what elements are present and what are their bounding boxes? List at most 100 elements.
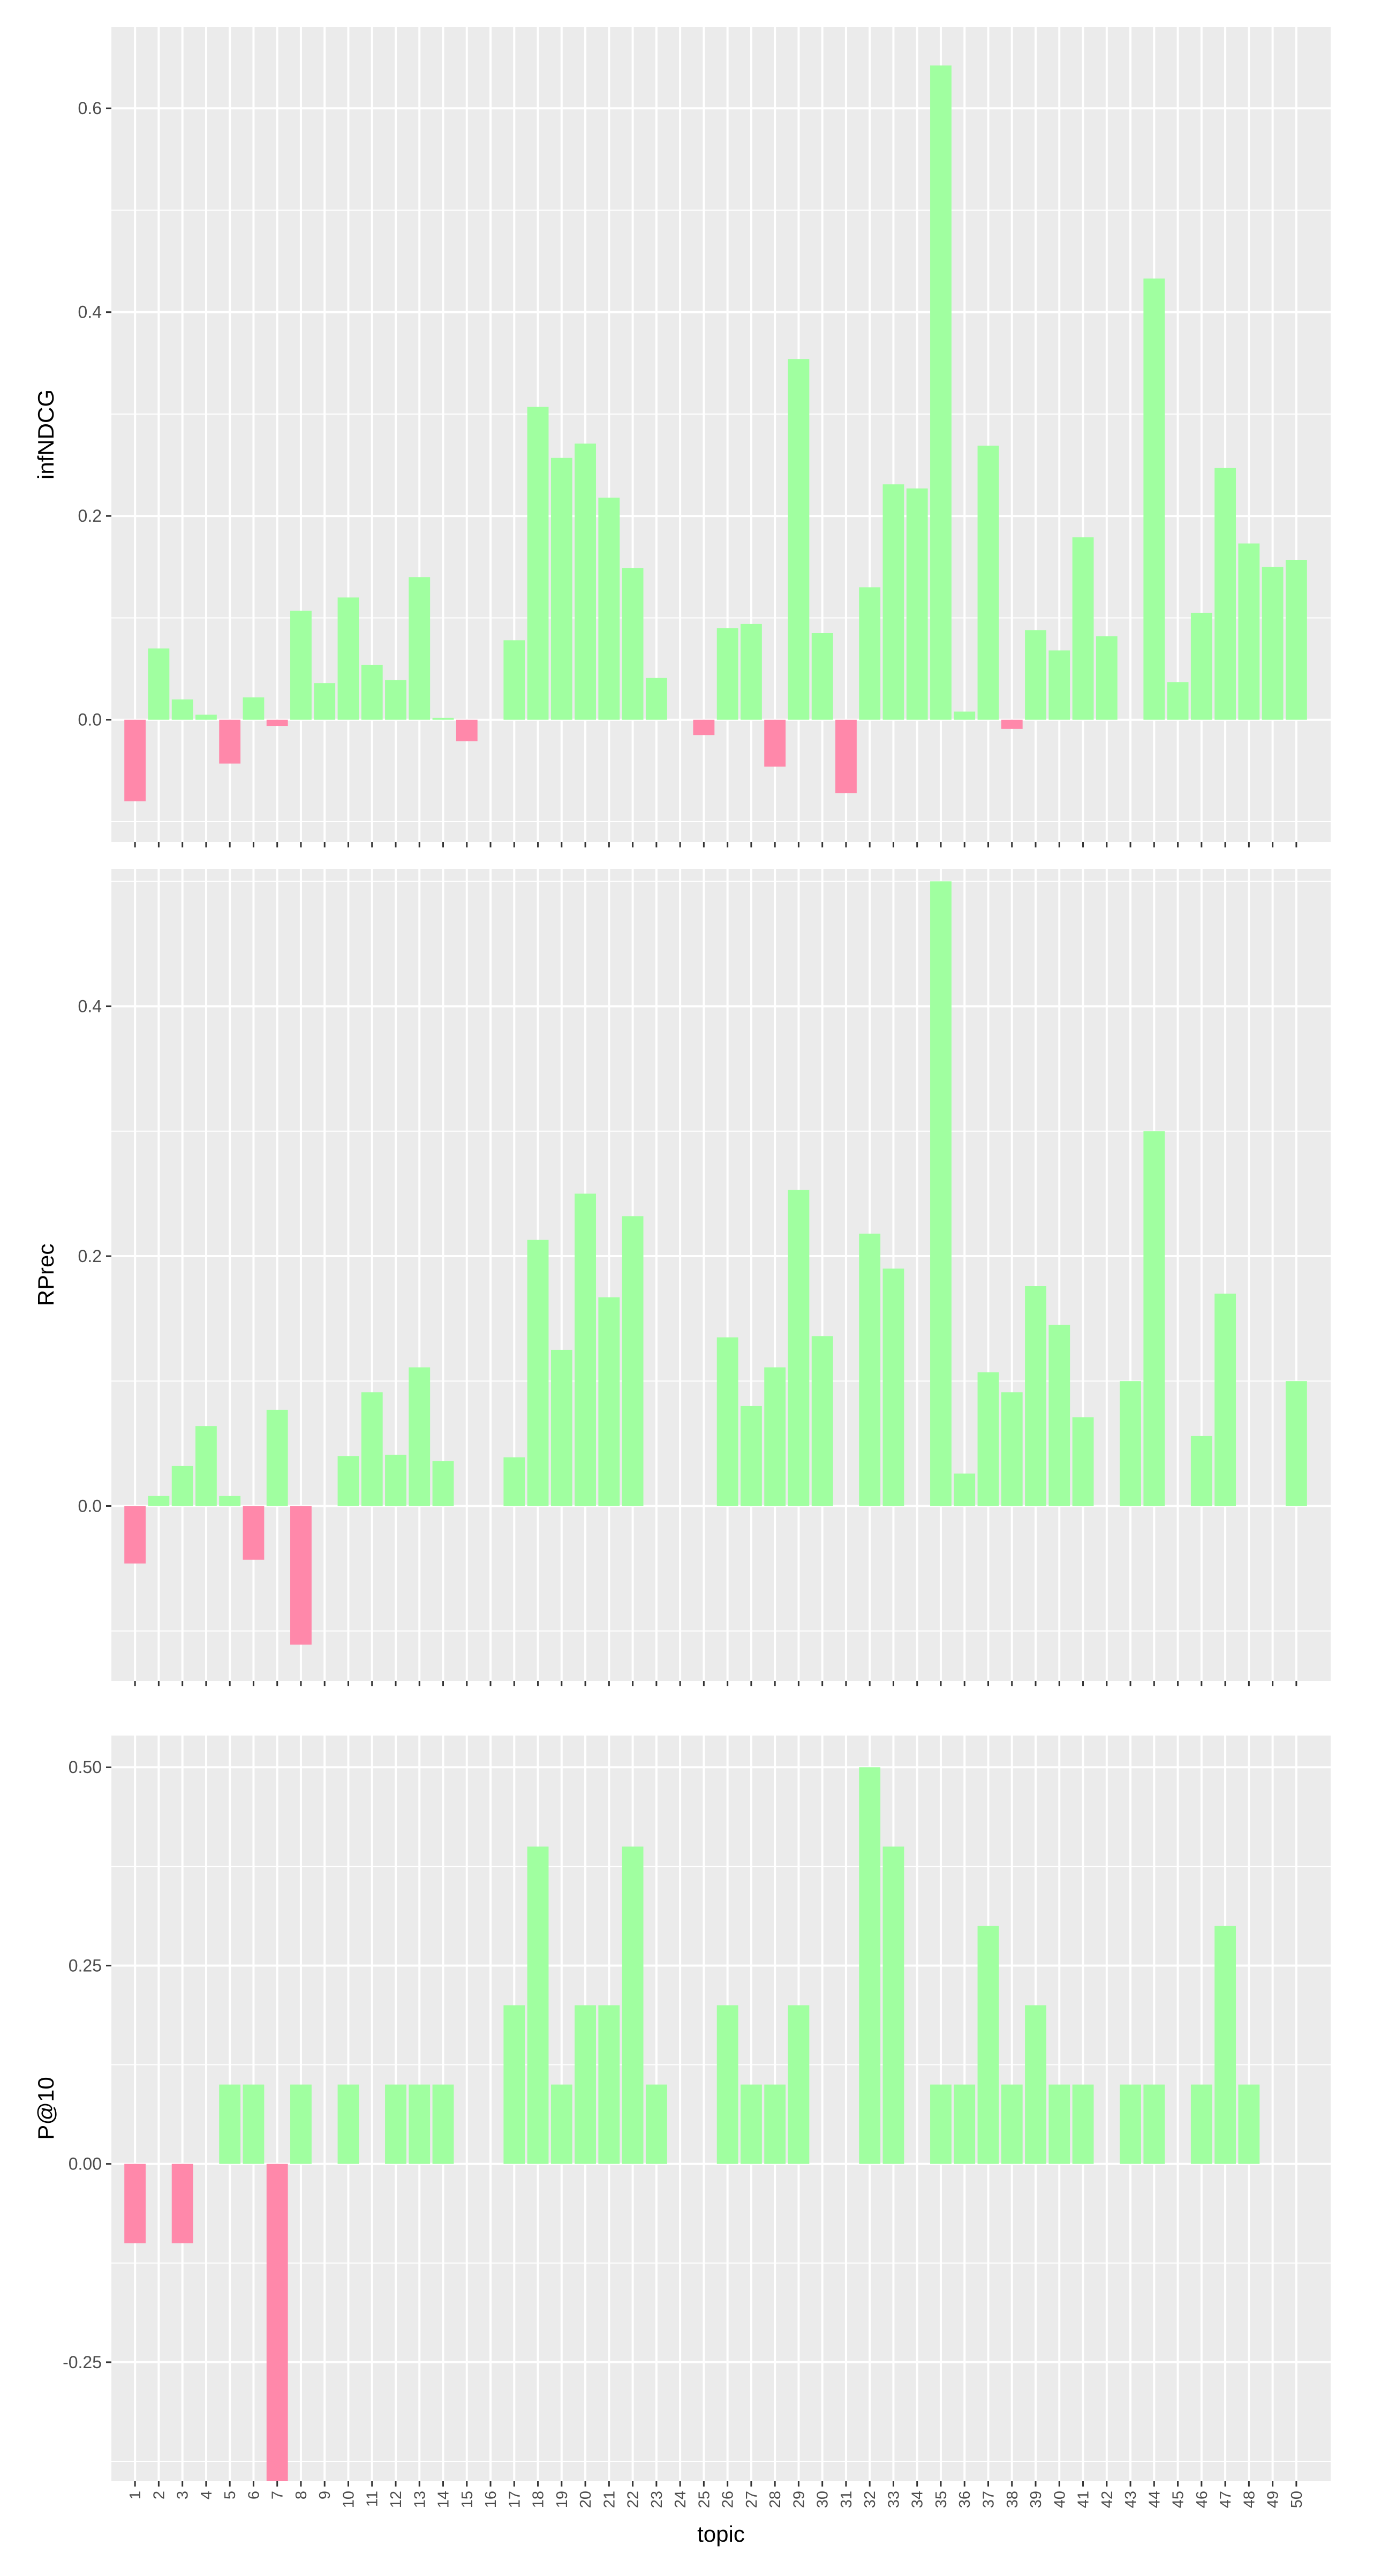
bar-topic-44 xyxy=(1143,278,1165,720)
bar-topic-25 xyxy=(693,719,715,735)
bar-topic-47 xyxy=(1214,1293,1236,1506)
bar-topic-15 xyxy=(456,719,478,741)
bar-topic-23 xyxy=(645,678,667,720)
bar-topic-26 xyxy=(716,1337,738,1506)
y-tick-label: 0.2 xyxy=(78,1246,102,1266)
bar-topic-47 xyxy=(1214,468,1236,720)
y-tick-label: 0.0 xyxy=(78,710,102,730)
bar-topic-32 xyxy=(859,1234,881,1506)
bar-topic-21 xyxy=(598,497,620,720)
x-tick-label: 20 xyxy=(577,2491,594,2508)
bar-topic-28 xyxy=(764,2084,786,2164)
bar-topic-46 xyxy=(1190,2084,1212,2164)
x-tick-label: 17 xyxy=(506,2491,523,2508)
bar-topic-11 xyxy=(361,1392,383,1506)
bar-topic-14 xyxy=(432,717,454,720)
bar-topic-28 xyxy=(764,1367,786,1506)
bar-topic-26 xyxy=(716,2005,738,2164)
x-tick-label: 15 xyxy=(459,2491,476,2508)
bar-topic-36 xyxy=(954,2084,976,2164)
x-tick-label: 43 xyxy=(1122,2491,1139,2508)
x-tick-label: 42 xyxy=(1099,2491,1116,2508)
x-tick-label: 18 xyxy=(530,2491,547,2508)
bar-topic-10 xyxy=(337,2084,359,2164)
bar-topic-41 xyxy=(1072,2084,1094,2164)
x-tick-label: 44 xyxy=(1146,2491,1163,2508)
x-tick-label: 8 xyxy=(293,2491,310,2499)
bar-topic-18 xyxy=(527,1846,549,2164)
x-tick-label: 14 xyxy=(435,2491,452,2508)
x-tick-label: 47 xyxy=(1217,2491,1234,2508)
x-tick-label: 29 xyxy=(790,2491,808,2508)
x-tick-label: 48 xyxy=(1241,2491,1258,2508)
bar-topic-19 xyxy=(550,457,572,720)
x-tick-label: 34 xyxy=(909,2491,926,2508)
x-tick-label: 33 xyxy=(885,2491,902,2508)
bar-topic-43 xyxy=(1120,1381,1141,1506)
y-tick-label: 0.25 xyxy=(69,1956,102,1975)
bar-topic-44 xyxy=(1143,2084,1165,2164)
bar-topic-41 xyxy=(1072,1417,1094,1506)
bar-topic-31 xyxy=(835,719,857,793)
x-tick-label: 9 xyxy=(316,2491,334,2499)
bar-topic-19 xyxy=(550,2084,572,2164)
bar-topic-2 xyxy=(148,1496,170,1506)
bar-topic-42 xyxy=(1096,636,1118,720)
bar-topic-12 xyxy=(385,2084,406,2164)
bar-topic-1 xyxy=(124,719,146,801)
y-axis-title: P@10 xyxy=(33,2077,58,2139)
bar-topic-30 xyxy=(811,1336,833,1506)
bar-topic-36 xyxy=(954,711,976,720)
x-tick-label: 16 xyxy=(482,2491,500,2508)
x-tick-label: 40 xyxy=(1051,2491,1068,2508)
bar-topic-7 xyxy=(266,2164,288,2481)
bar-topic-17 xyxy=(503,1457,525,1506)
bar-topic-20 xyxy=(575,1193,596,1506)
x-tick-label: 26 xyxy=(720,2491,737,2508)
x-tick-label: 39 xyxy=(1028,2491,1045,2508)
bar-topic-20 xyxy=(575,2005,596,2164)
bar-topic-36 xyxy=(954,1473,976,1506)
bar-topic-27 xyxy=(740,2084,762,2164)
x-tick-label: 35 xyxy=(933,2491,950,2508)
bar-topic-35 xyxy=(930,65,952,720)
bar-topic-29 xyxy=(788,359,810,720)
bar-topic-37 xyxy=(977,1926,999,2164)
y-tick-label: 0.4 xyxy=(78,997,102,1016)
chart-panel-1: 0.0 0.2 0.4 0.6 infNDCG xyxy=(33,27,1331,847)
bar-topic-11 xyxy=(361,664,383,720)
bar-topic-6 xyxy=(243,2084,265,2164)
bar-topic-4 xyxy=(195,715,217,720)
bar-topic-20 xyxy=(575,444,596,720)
x-tick-label: 12 xyxy=(388,2491,405,2508)
x-tick-label: 45 xyxy=(1170,2491,1187,2508)
bar-topic-13 xyxy=(409,1367,431,1506)
bar-topic-50 xyxy=(1285,1381,1307,1506)
bar-topic-13 xyxy=(409,577,431,720)
bar-topic-19 xyxy=(550,1349,572,1506)
bar-topic-33 xyxy=(882,484,904,720)
bar-topic-7 xyxy=(266,719,288,726)
panel-background xyxy=(111,869,1331,1681)
bar-topic-34 xyxy=(906,488,928,720)
x-tick-label: 50 xyxy=(1288,2491,1305,2508)
bar-topic-27 xyxy=(740,624,762,720)
bar-topic-48 xyxy=(1238,2084,1260,2164)
bar-topic-35 xyxy=(930,2084,952,2164)
bar-topic-8 xyxy=(290,2084,312,2164)
bar-topic-43 xyxy=(1120,2084,1141,2164)
bar-topic-32 xyxy=(859,1767,881,2164)
bar-topic-14 xyxy=(432,1461,454,1506)
y-tick-label: 0.4 xyxy=(78,303,102,322)
bar-topic-18 xyxy=(527,407,549,720)
bar-topic-27 xyxy=(740,1406,762,1506)
bar-topic-22 xyxy=(622,1216,644,1506)
bar-topic-7 xyxy=(266,1409,288,1506)
x-tick-label: 46 xyxy=(1194,2491,1211,2508)
y-tick-label: 0.50 xyxy=(69,1758,102,1777)
x-axis-title: topic xyxy=(697,2521,745,2547)
y-tick-label: -0.25 xyxy=(63,2353,102,2372)
bar-topic-2 xyxy=(148,648,170,720)
bar-topic-37 xyxy=(977,1372,999,1506)
